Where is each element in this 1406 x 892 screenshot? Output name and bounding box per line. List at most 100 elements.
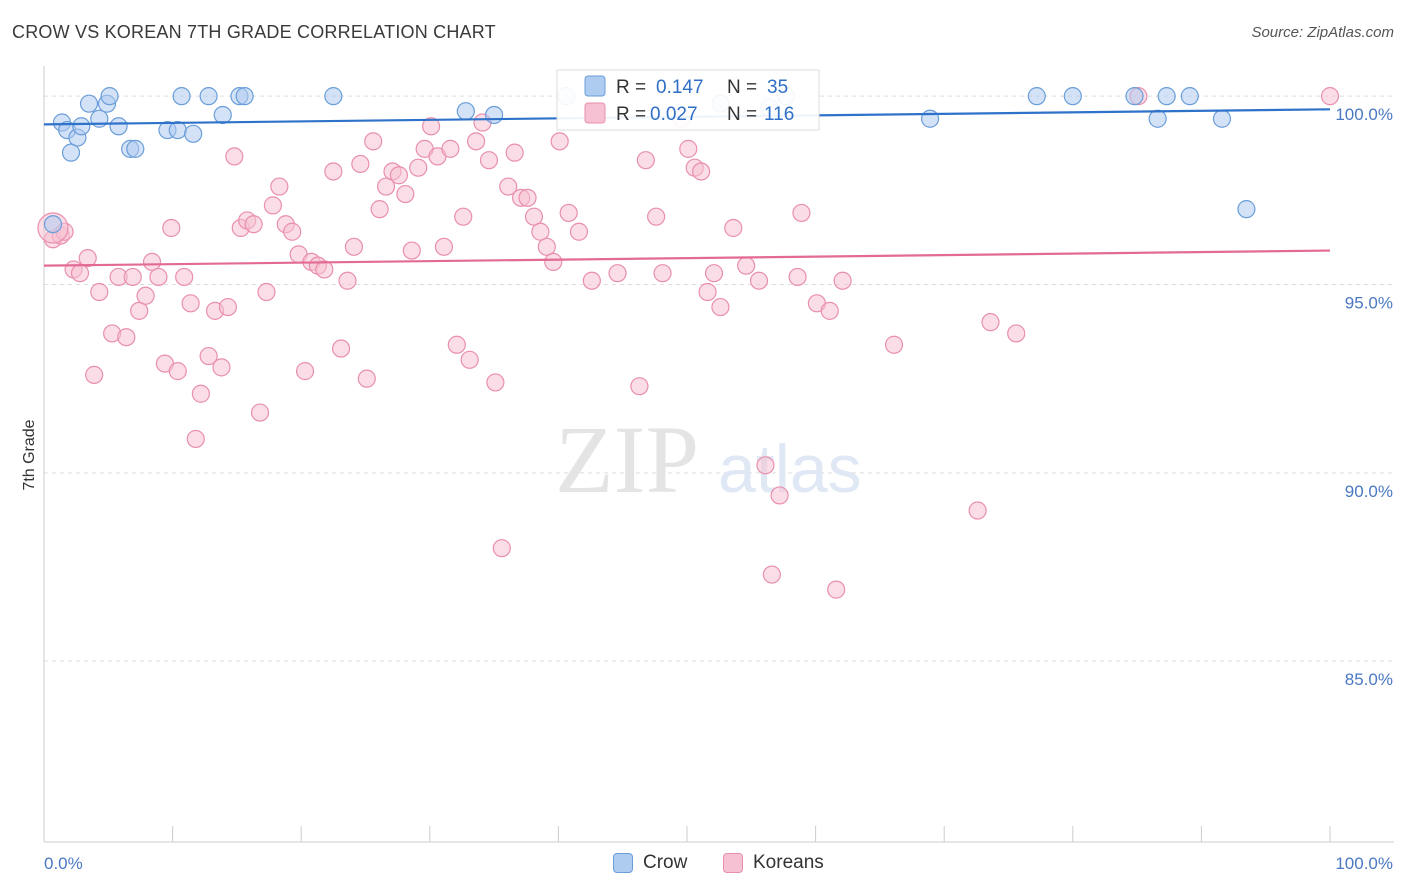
axes <box>43 66 1394 843</box>
korean-point <box>244 215 263 234</box>
korean-point <box>524 207 544 226</box>
korean-point <box>186 429 205 449</box>
korean-point <box>344 237 364 256</box>
korean-point <box>117 328 136 347</box>
korean-point <box>351 154 370 174</box>
stats-legend: R = 0.147 N = 35 R = 0.027 N = 116 <box>556 69 820 131</box>
korean-point <box>737 256 756 275</box>
legend-korean-r-label: R = <box>616 104 646 125</box>
crow-point <box>43 215 63 234</box>
korean-point <box>770 486 789 505</box>
korean-point <box>78 249 97 268</box>
korean-point <box>460 350 479 369</box>
legend-crow-r-value: 0.147 <box>656 77 704 98</box>
crow-point <box>1027 87 1046 106</box>
koreans-swatch <box>723 853 743 873</box>
korean-point <box>389 166 409 185</box>
korean-point <box>679 139 698 158</box>
y-axis-label: 7th Grade <box>21 419 38 490</box>
korean-point <box>175 267 194 287</box>
korean-point <box>479 151 499 170</box>
korean-point <box>199 346 218 366</box>
legend-crow-swatch <box>584 75 606 97</box>
x-tick-label-min: 0.0% <box>44 854 83 873</box>
korean-point <box>505 143 524 162</box>
korean-point <box>466 132 486 151</box>
crow-point <box>1157 87 1176 106</box>
korean-point <box>421 117 441 136</box>
korean-point <box>454 207 473 226</box>
crow-point <box>1148 109 1167 128</box>
korean-point <box>698 282 717 302</box>
legend-crow-r-label: R = <box>616 77 646 98</box>
korean-point <box>409 158 428 177</box>
crow-point <box>126 139 145 158</box>
trend-lines <box>43 108 1331 267</box>
crow-point <box>485 105 504 125</box>
korean-point <box>582 271 601 290</box>
korean-point <box>608 264 627 283</box>
legend-crow-n-label: N = <box>727 77 757 98</box>
korean-point <box>653 264 672 283</box>
crow-point <box>61 143 81 162</box>
korean-point <box>968 501 987 520</box>
korean-point <box>636 151 655 170</box>
korean-point <box>762 565 781 584</box>
korean-point <box>364 132 383 151</box>
source-credit: Source: ZipAtlas.com <box>1251 24 1394 41</box>
legend-korean-r-value: 0.027 <box>650 104 698 125</box>
korean-point <box>85 365 104 384</box>
korean-point <box>724 218 743 238</box>
crow-point <box>1125 87 1144 106</box>
korean-point <box>295 362 315 381</box>
korean-points <box>37 87 1340 599</box>
korean-point <box>544 252 563 271</box>
korean-point <box>884 335 904 354</box>
korean-trend-line <box>43 249 1331 267</box>
crow-point <box>109 117 128 136</box>
x-tick-label-max: 100.0% <box>1335 854 1393 873</box>
crow-point <box>79 94 99 113</box>
crow-point <box>172 87 191 106</box>
legend-label-crow: Crow <box>643 852 688 873</box>
x-tick-labels: 0.0% 100.0% <box>44 854 1393 873</box>
korean-point <box>492 539 511 558</box>
korean-point <box>283 222 302 241</box>
crow-point <box>199 87 218 106</box>
korean-point <box>162 218 181 238</box>
korean-point <box>441 139 460 158</box>
korean-point <box>531 222 550 241</box>
korean-point <box>704 264 724 283</box>
korean-point <box>749 271 769 290</box>
korean-point <box>833 271 852 290</box>
y-tick-label: 95.0% <box>1345 293 1393 312</box>
crow-point <box>235 87 254 106</box>
korean-point <box>225 147 244 166</box>
korean-point <box>315 260 334 279</box>
korean-point <box>218 297 237 317</box>
korean-point <box>123 267 142 287</box>
korean-point <box>396 184 415 204</box>
korean-point <box>181 294 200 313</box>
korean-point <box>402 241 421 260</box>
crow-point <box>1237 200 1256 219</box>
korean-point <box>136 286 155 305</box>
korean-point <box>331 339 351 358</box>
crow-point <box>324 87 343 106</box>
korean-point <box>212 358 231 377</box>
korean-point <box>130 301 149 320</box>
crow-point <box>1063 87 1082 106</box>
korean-point <box>263 196 283 215</box>
korean-point <box>1320 87 1340 106</box>
crow-point <box>1212 109 1232 128</box>
korean-point <box>191 384 210 403</box>
y-tick-label: 85.0% <box>1345 670 1393 689</box>
korean-point <box>357 369 376 388</box>
crow-point <box>920 109 940 128</box>
korean-point <box>518 188 537 207</box>
legend-label-koreans: Koreans <box>753 852 824 873</box>
korean-point <box>434 237 454 256</box>
korean-point <box>149 267 168 287</box>
korean-point <box>70 264 90 283</box>
legend-korean-n-label: N = <box>727 104 757 125</box>
